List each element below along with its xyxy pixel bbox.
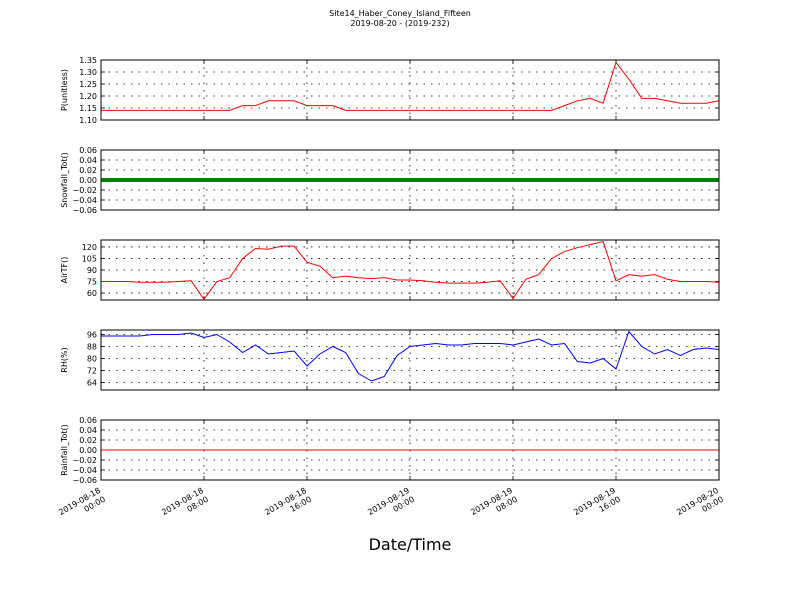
y-tick-label: 1.20 — [79, 92, 97, 101]
x-tick-label: 2019-08-1800:00 — [57, 486, 107, 526]
y-tick-label: 90 — [87, 266, 97, 275]
x-tick-label: 2019-08-1900:00 — [366, 486, 416, 526]
y-tick-label: 0.02 — [79, 436, 97, 445]
x-tick-label-group: 2019-08-1800:00 — [57, 486, 107, 526]
axes-frame — [100, 329, 720, 391]
y-tick-label: 1.35 — [79, 56, 97, 65]
x-tick-label: 2019-08-1816:00 — [263, 486, 313, 526]
y-axis-label: RH(%) — [60, 347, 69, 372]
x-tick-label: 2019-08-2000:00 — [675, 486, 725, 526]
y-tick-label: −0.02 — [72, 186, 97, 195]
y-tick-label: 75 — [87, 278, 97, 287]
x-axis-label: Date/Time — [369, 535, 452, 554]
y-tick-label: 105 — [82, 254, 97, 263]
y-tick-label: 0.02 — [79, 166, 97, 175]
title: Site14_Haber_Coney_Island_Fifteen — [329, 9, 471, 18]
y-tick-label: 1.25 — [79, 80, 97, 89]
y-tick-label: −0.04 — [72, 466, 97, 475]
x-tick-label: 2019-08-1908:00 — [469, 486, 519, 526]
x-tick-label-group: 2019-08-1808:00 — [160, 486, 210, 526]
y-axis-label: P(unitless) — [60, 69, 69, 111]
y-tick-label: 80 — [87, 355, 97, 364]
x-tick-label-group: 2019-08-1900:00 — [366, 486, 416, 526]
data-line — [101, 330, 720, 382]
y-tick-label: 96 — [87, 331, 97, 340]
y-tick-label: 0.04 — [79, 156, 97, 165]
y-tick-label: 120 — [82, 243, 97, 252]
y-tick-label: 64 — [87, 379, 97, 388]
y-tick-label: 1.15 — [79, 104, 97, 113]
y-tick-label: 60 — [87, 289, 97, 298]
y-tick-label: 0.00 — [79, 176, 97, 185]
x-tick-label: 2019-08-1916:00 — [572, 486, 622, 526]
subtitle: 2019-08-20 - (2019-232) — [350, 19, 449, 28]
y-axis-label: Rainfall_Tot() — [60, 424, 69, 476]
y-tick-label: 1.10 — [79, 116, 97, 125]
y-axis-label: Snowfall_Tot() — [60, 152, 69, 208]
x-tick-label-group: 2019-08-2000:00 — [675, 486, 725, 526]
y-tick-label: 1.30 — [79, 68, 97, 77]
axes-frame — [100, 59, 720, 121]
y-tick-label: −0.06 — [72, 476, 97, 485]
data-line — [101, 61, 720, 111]
axes-frame — [100, 239, 720, 301]
y-axis-label: AirTF() — [60, 257, 69, 284]
y-tick-label: 0.06 — [79, 416, 97, 425]
y-tick-label: 72 — [87, 367, 97, 376]
y-tick-label: 88 — [87, 343, 97, 352]
x-tick-label-group: 2019-08-1816:00 — [263, 486, 313, 526]
data-line — [101, 240, 720, 301]
y-tick-label: −0.02 — [72, 456, 97, 465]
x-tick-label-group: 2019-08-1908:00 — [469, 486, 519, 526]
x-tick-label: 2019-08-1808:00 — [160, 486, 210, 526]
y-tick-label: 0.06 — [79, 146, 97, 155]
y-tick-label: 0.00 — [79, 446, 97, 455]
axes-frame — [100, 149, 720, 211]
y-tick-label: 0.04 — [79, 426, 97, 435]
axes-frame — [100, 419, 720, 481]
y-tick-label: −0.06 — [72, 206, 97, 215]
x-tick-label-group: 2019-08-1916:00 — [572, 486, 622, 526]
y-tick-label: −0.04 — [72, 196, 97, 205]
